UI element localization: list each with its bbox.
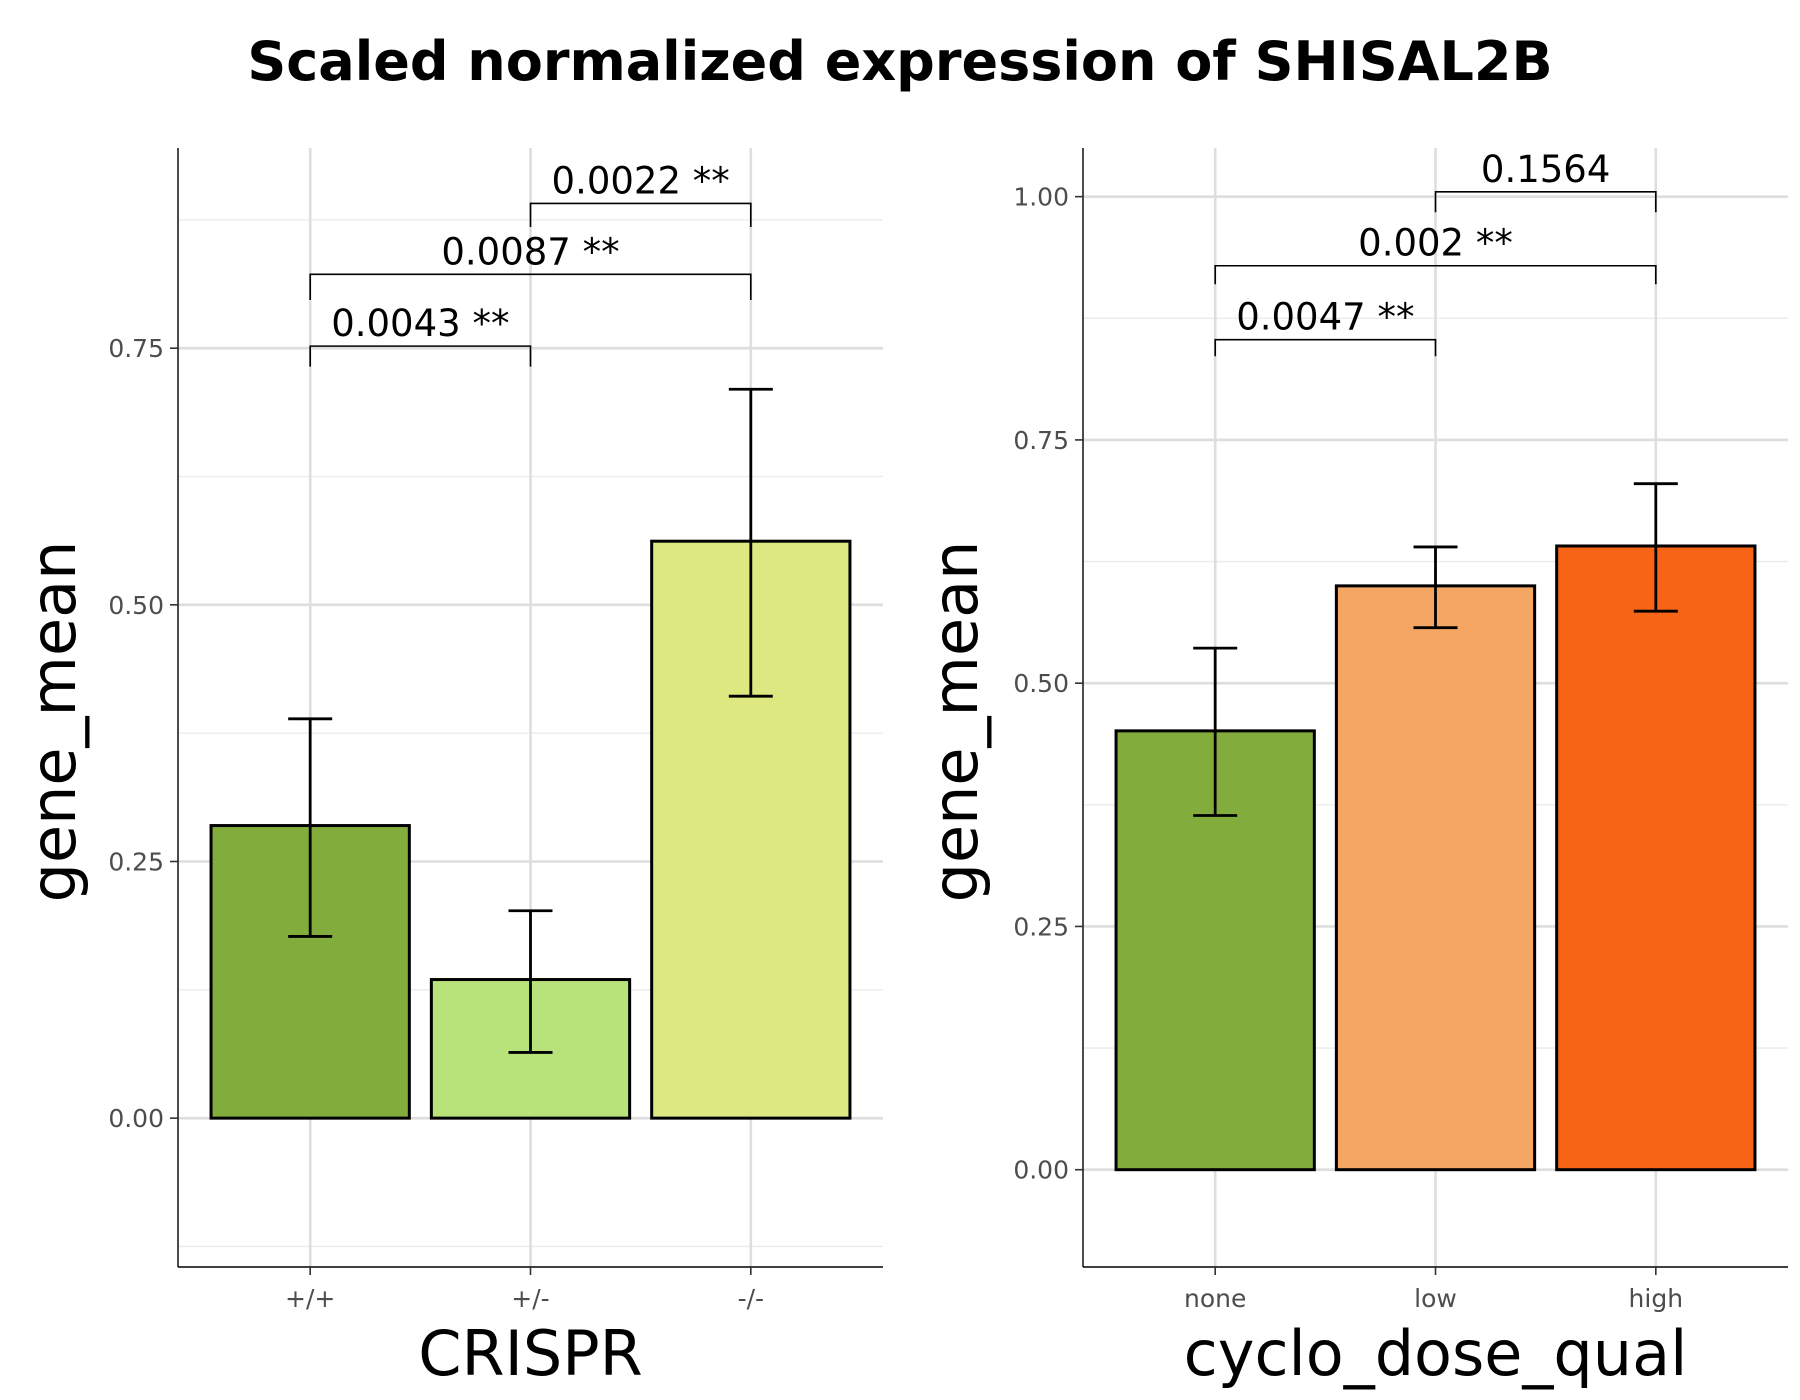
significance-bracket [1214, 338, 1437, 357]
y-tick-label: 0.50 [1013, 669, 1069, 698]
x-tick-label: +/- [511, 1284, 549, 1313]
x-axis-title: CRISPR [418, 1317, 642, 1390]
significance-label: 0.1564 [1481, 148, 1610, 191]
panel-2: 0.00 0.25 0.50 0.75 1.00 none low high 0.0047 **… [919, 148, 1788, 1390]
significance-label: 0.0087 ** [441, 230, 619, 273]
significance-label: 0.0047 ** [1236, 296, 1414, 339]
y-tick-label: 0.50 [108, 591, 164, 620]
bar-high [1555, 544, 1757, 1172]
y-axis-title: gene_mean [919, 541, 992, 903]
bar-low [1334, 584, 1537, 1172]
significance-bracket [1214, 264, 1657, 285]
significance-bracket [529, 202, 752, 228]
y-tick-label: 0.25 [1013, 912, 1069, 941]
y-axis-title: gene_mean [17, 541, 90, 903]
significance-bracket [1434, 190, 1657, 213]
y-tick-label: 1.00 [1013, 183, 1069, 212]
y-tick-label: 0.25 [108, 847, 164, 876]
y-tick-label: 0.75 [1013, 426, 1069, 455]
significance-label: 0.0043 ** [331, 302, 509, 345]
x-tick-label: low [1414, 1284, 1457, 1313]
x-axis-title: cyclo_dose_qual [1184, 1317, 1688, 1390]
x-tick-label: high [1629, 1284, 1684, 1313]
x-tick-label: +/+ [285, 1284, 335, 1313]
x-tick-label: -/- [738, 1284, 764, 1313]
significance-label: 0.002 ** [1358, 222, 1513, 265]
chart-title: Scaled normalized expression of SHISAL2B [247, 30, 1553, 93]
bar-+/+ [209, 824, 411, 1120]
y-tick-label: 0.00 [1013, 1156, 1069, 1185]
significance-bracket [309, 345, 532, 367]
x-tick-label: none [1184, 1284, 1246, 1313]
y-tick-label: 0.75 [108, 334, 164, 363]
significance-label: 0.0022 ** [552, 159, 730, 202]
y-tick-label: 0.00 [108, 1104, 164, 1133]
significance-bracket [309, 273, 752, 300]
panel-1: 0.00 0.25 0.50 0.75 +/+ +/- -/- 0.0043 ** 0.0087… [17, 148, 883, 1390]
